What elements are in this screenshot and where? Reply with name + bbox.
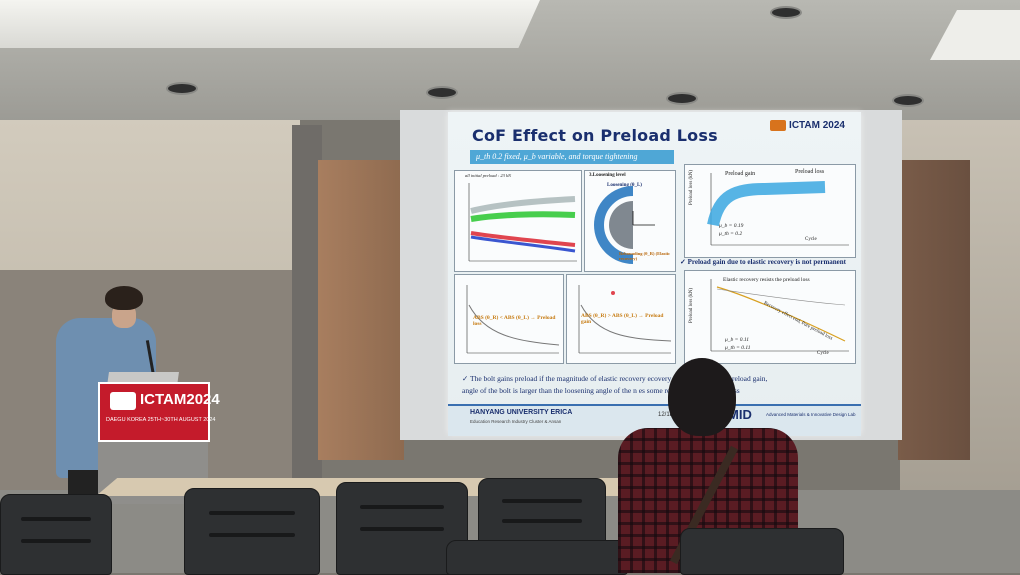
podium-sign: ICTAM2024 DAEGU KOREA 25TH~30TH AUGUST 2… — [98, 382, 220, 442]
x-axis-label: Cycle — [817, 351, 829, 356]
logo-text: ICTAM 2024 — [789, 120, 845, 131]
university-subtitle: Education Research Industry Cluster & An… — [470, 419, 562, 424]
bolt-diagram-panel: 3.Loosening level Loosening (θ_L) Reboun… — [584, 170, 676, 272]
y-axis-label: Preload loss (kN) — [689, 288, 694, 323]
chair — [0, 494, 112, 575]
loosening-label: Loosening (θ_L) — [607, 183, 642, 188]
slide-bullet: angle of the bolt is larger than the loo… — [462, 386, 740, 395]
podium-title: ICTAM2024 — [140, 391, 220, 408]
ceiling-spotlight — [166, 82, 198, 95]
ceiling-light-panel — [0, 0, 540, 48]
preload-loss-plot — [468, 183, 577, 262]
logo-mark-icon — [770, 120, 787, 131]
ceiling-spotlight — [426, 86, 458, 99]
chair-front — [680, 528, 844, 575]
preload-gain-caption: ✓ Preload gain due to elastic recovery i… — [680, 258, 847, 266]
relative-angle-chart-loss — [466, 285, 560, 354]
slide-bullet: ✓ The bolt gains preload if the magnitud… — [462, 374, 768, 383]
preload-gain-chart — [707, 173, 849, 246]
bolt-cross-section-diagram — [594, 186, 655, 264]
ceiling-spotlight — [770, 6, 802, 19]
conference-logo: ICTAM 2024 — [770, 120, 845, 131]
x-axis-label: Cycle — [805, 237, 817, 242]
ceiling-spotlight — [892, 94, 924, 107]
lab-name: Advanced Materials & Innovative Design L… — [766, 412, 856, 417]
loss-label: Preload loss — [795, 169, 825, 175]
gain-label: Preload gain — [725, 171, 756, 177]
wood-wall-panel — [318, 160, 404, 460]
mu-th-label: μ_th = 0.2 — [719, 231, 743, 237]
mu-th-label: μ_th = 0.11 — [725, 345, 751, 351]
preload-loss-plot-panel: all initial preload : 23 kN — [454, 170, 582, 272]
recovery-note: Elastic recovery resists the preload los… — [723, 277, 810, 283]
university-name: HANYANG UNIVERSITY ERICA — [470, 409, 573, 416]
preload-loss-annotation: ABS (θ_R) < ABS (θ_L) → Preload loss — [473, 315, 556, 327]
mu-b-label: μ_b = 0.19 — [719, 223, 744, 229]
rebounding-label: Rebounding (θ_R) (Elastic recovery) — [619, 251, 671, 261]
diagram-title: 3.Loosening level — [589, 173, 626, 178]
presentation-slide: CoF Effect on Preload Loss ICTAM 2024 μ_… — [448, 112, 861, 436]
plot-legend-text: all initial preload : 23 kN — [465, 173, 511, 178]
relative-angle-plot-gain: ABS (θ_R) > ABS (θ_L) → Preload gain — [566, 274, 676, 364]
elastic-recovery-chart — [710, 279, 849, 352]
conference-logo-icon — [110, 392, 136, 410]
speaker-hair — [105, 286, 143, 310]
ceiling-spotlight — [666, 92, 698, 105]
slide-subtitle: μ_th 0.2 fixed, μ_b variable, and torque… — [470, 150, 674, 164]
page-number: 12/18 — [658, 412, 674, 418]
mu-b-label: μ_b = 0.11 — [725, 337, 749, 343]
preload-gain-plot-panel: Preload gain Preload loss μ_b = 0.19 μ_t… — [684, 164, 856, 258]
chair-front — [446, 540, 628, 575]
preload-gain-annotation: ABS (θ_R) > ABS (θ_L) → Preload gain — [581, 313, 664, 325]
y-axis-label: Preload loss (kN) — [689, 170, 694, 205]
relative-angle-plot-loss: ABS (θ_R) < ABS (θ_L) → Preload loss — [454, 274, 564, 364]
pillar — [292, 125, 322, 485]
slide-title: CoF Effect on Preload Loss — [472, 126, 718, 145]
podium-subtitle: DAEGU KOREA 25TH~30TH AUGUST 2024 — [106, 417, 216, 423]
relative-angle-chart-gain — [578, 285, 672, 354]
elastic-recovery-plot-panel: Elastic recovery resists the preload los… — [684, 270, 856, 364]
audience-member-head — [668, 358, 736, 436]
wood-wall-panel-right — [898, 160, 970, 460]
chair — [184, 488, 320, 575]
